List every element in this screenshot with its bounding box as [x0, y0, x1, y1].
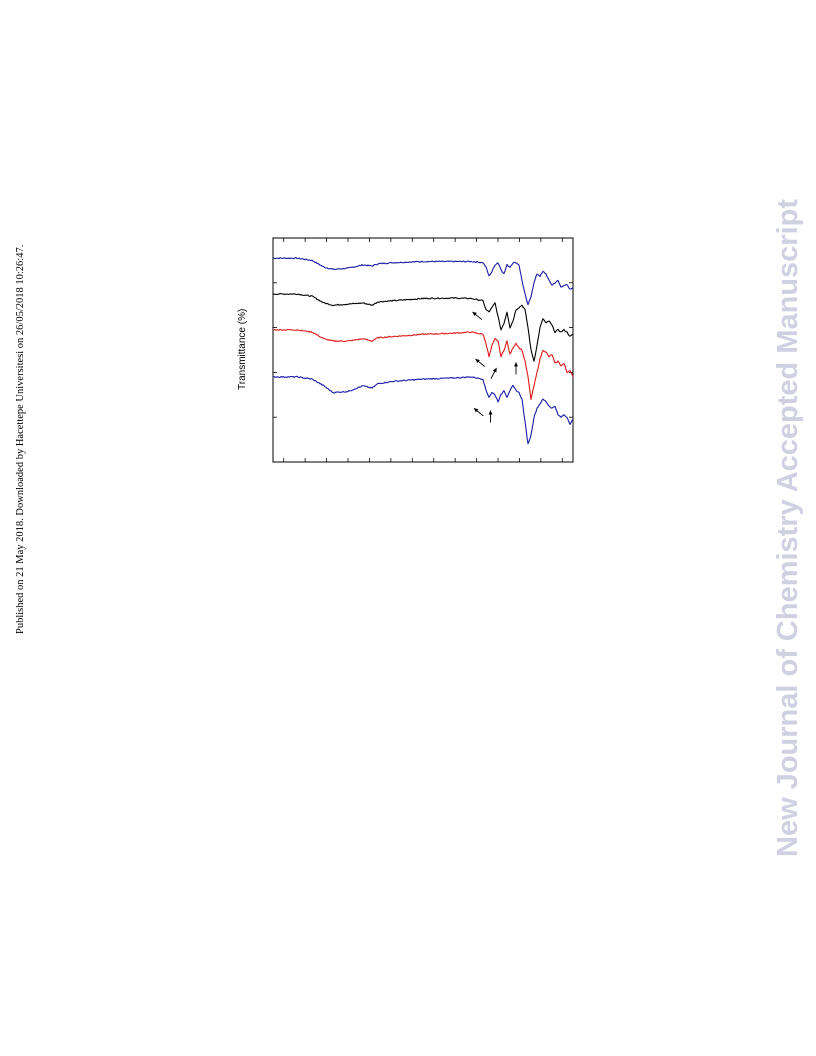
spectrum-line-3 [272, 328, 574, 401]
peak-arrow [472, 311, 483, 320]
peak-arrow [475, 358, 486, 367]
peak-arrow [488, 410, 493, 423]
peak-arrow [490, 367, 497, 379]
spectrum-line-1 [272, 257, 574, 306]
peak-arrows [472, 311, 518, 423]
spectrum-line-4 [272, 375, 574, 445]
y-axis-label: Transmittance (%) [237, 308, 248, 390]
plot-frame [272, 237, 574, 463]
journal-watermark: New Journal of Chemistry Accepted Manusc… [772, 199, 804, 858]
publication-side-note: Published on 21 May 2018. Downloaded by … [15, 244, 26, 634]
peak-arrow [473, 407, 484, 417]
spectrum-line-2 [272, 292, 574, 362]
peak-arrow [514, 362, 518, 375]
axis-ticks [273, 238, 573, 462]
spectra-series [272, 257, 574, 445]
ftir-spectra-chart [272, 237, 574, 463]
